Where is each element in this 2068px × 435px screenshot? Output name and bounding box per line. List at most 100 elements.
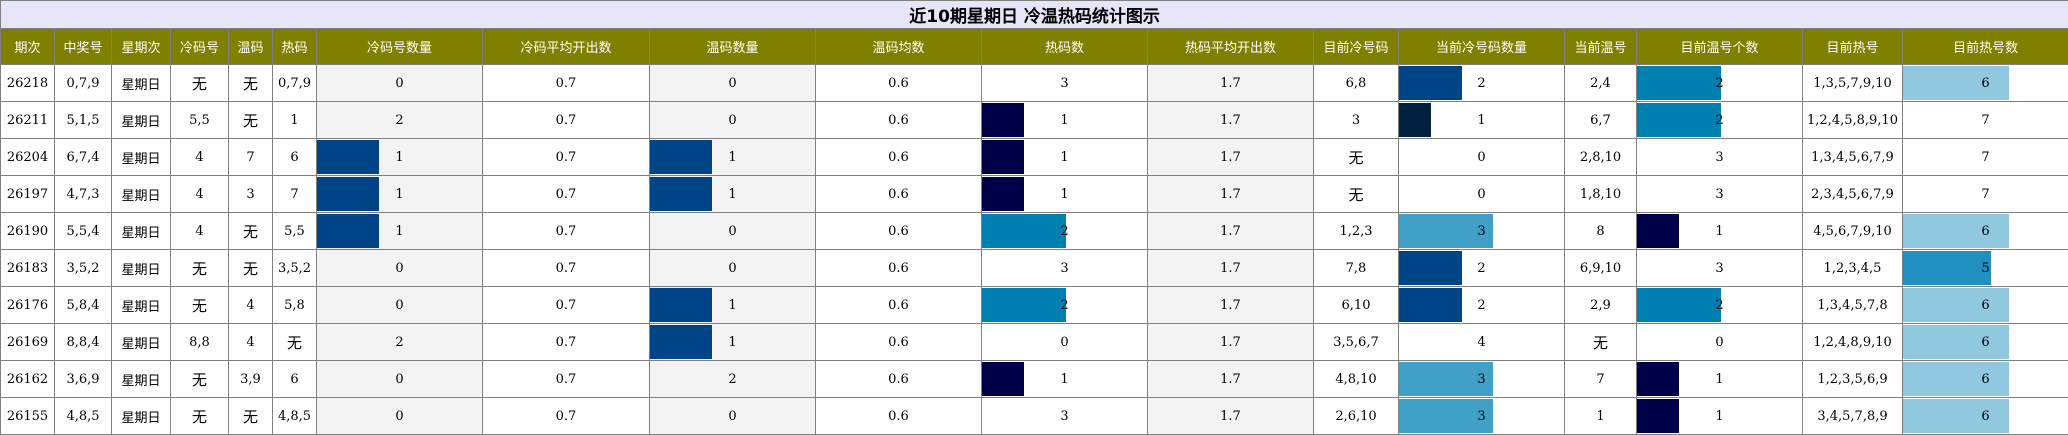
cell-hot-count: 2 [982, 287, 1148, 324]
cell-value: 0,7,9 [66, 76, 99, 91]
cell-winning: 0,7,9 [55, 65, 112, 102]
data-bar [1903, 214, 2009, 248]
cell-hot-nums: 0,7,9 [273, 65, 317, 102]
cell-warm-avg: 0.6 [816, 287, 982, 324]
cell-hot-nums: 5,5 [273, 213, 317, 250]
cell-value: 1.7 [1220, 372, 1241, 387]
cell-warm-nums: 4 [229, 324, 273, 361]
cell-value: 无 [243, 408, 258, 426]
cell-value: 4,8,10 [1335, 372, 1376, 387]
cell-warm-count: 1 [650, 324, 816, 361]
cell-value: 0.7 [556, 224, 577, 239]
cell-value: 1.7 [1220, 113, 1241, 128]
cell-value: 4,8,5 [66, 409, 99, 424]
cell-cold-count: 2 [317, 324, 483, 361]
cell-warm-count: 0 [650, 250, 816, 287]
cell-hot-avg: 1.7 [1148, 102, 1314, 139]
cell-cur-hot-count: 6 [1903, 287, 2068, 324]
cell-winning: 3,5,2 [55, 250, 112, 287]
cell-warm-count: 0 [650, 65, 816, 102]
cell-value: 1 [290, 113, 298, 128]
data-bar [1399, 103, 1431, 137]
cell-cur-cold-count: 2 [1399, 250, 1565, 287]
cell-value: 0,7,9 [278, 76, 311, 91]
cell-value: 0 [728, 76, 736, 91]
cell-warm-avg: 0.6 [816, 361, 982, 398]
cell-cold-nums: 无 [171, 287, 229, 324]
cell-value: 0 [395, 261, 403, 276]
cell-value: 1.7 [1220, 150, 1241, 165]
cell-warm-count: 0 [650, 213, 816, 250]
cell-period: 26155 [1, 398, 55, 435]
cell-value: 7 [1981, 187, 1989, 202]
cell-hot-avg: 1.7 [1148, 213, 1314, 250]
cell-value: 6,10 [1342, 298, 1371, 313]
cell-weekday: 星期日 [112, 287, 171, 324]
cell-value: 无 [192, 75, 207, 93]
cell-value: 5,8,4 [66, 298, 99, 313]
cell-value: 星期日 [121, 411, 160, 426]
cell-value: 无 [1348, 149, 1363, 167]
cell-value: 2,9 [1590, 298, 1611, 313]
cell-value: 2 [1477, 76, 1485, 91]
cell-cur-hot: 1,2,4,5,8,9,10 [1803, 102, 1903, 139]
cell-value: 3 [1060, 76, 1068, 91]
cell-value: 6,7,4 [66, 150, 99, 165]
cell-value: 1.7 [1220, 335, 1241, 350]
cell-cur-cold: 6,8 [1314, 65, 1399, 102]
cell-value: 1 [1715, 409, 1723, 424]
cell-value: 2,8,10 [1580, 150, 1621, 165]
cell-cold-avg: 0.7 [483, 213, 650, 250]
cell-value: 1 [395, 187, 403, 202]
header-warm-nums: 温码 [229, 29, 273, 65]
cell-winning: 8,8,4 [55, 324, 112, 361]
cell-cur-warm-count: 1 [1637, 213, 1803, 250]
cell-value: 8,8,4 [66, 335, 99, 350]
cell-cur-hot: 3,4,5,7,8,9 [1803, 398, 1903, 435]
cell-cold-avg: 0.7 [483, 65, 650, 102]
cell-cur-warm-count: 3 [1637, 176, 1803, 213]
cell-cur-warm-count: 1 [1637, 361, 1803, 398]
cell-cur-cold-count: 3 [1399, 398, 1565, 435]
cell-weekday: 星期日 [112, 324, 171, 361]
cell-value: 0 [728, 113, 736, 128]
cell-hot-avg: 1.7 [1148, 398, 1314, 435]
cell-cur-hot-count: 6 [1903, 398, 2068, 435]
header-cur-cold: 目前冷号码 [1314, 29, 1399, 65]
cell-cold-nums: 无 [171, 250, 229, 287]
cell-value: 1 [1596, 409, 1604, 424]
cell-value: 6,9,10 [1580, 261, 1621, 276]
cell-period: 26204 [1, 139, 55, 176]
cell-hot-count: 1 [982, 176, 1148, 213]
cell-value: 7,8 [1346, 261, 1367, 276]
cell-value: 6 [1981, 335, 1989, 350]
cell-hot-nums: 6 [273, 139, 317, 176]
cell-cur-cold: 无 [1314, 176, 1399, 213]
cell-hot-avg: 1.7 [1148, 176, 1314, 213]
cell-value: 0.6 [888, 372, 909, 387]
cell-value: 4,5,6,7,9,10 [1813, 224, 1892, 239]
cell-value: 1,2,3,5,6,9 [1817, 372, 1887, 387]
cell-value: 1 [728, 150, 736, 165]
cell-weekday: 星期日 [112, 139, 171, 176]
cell-cold-count: 0 [317, 250, 483, 287]
cell-value: 0.6 [888, 298, 909, 313]
cell-cur-hot: 4,5,6,7,9,10 [1803, 213, 1903, 250]
cell-value: 1 [1060, 150, 1068, 165]
data-bar [982, 214, 1066, 248]
cell-value: 0.7 [556, 335, 577, 350]
cell-value: 无 [243, 260, 258, 278]
cell-value: 1 [395, 150, 403, 165]
data-bar [982, 288, 1066, 322]
cell-period: 26190 [1, 213, 55, 250]
cell-cur-cold: 3 [1314, 102, 1399, 139]
cell-cur-hot-count: 6 [1903, 213, 2068, 250]
cell-value: 5 [1981, 261, 1989, 276]
cell-warm-avg: 0.6 [816, 398, 982, 435]
cell-value: 0 [395, 298, 403, 313]
cell-warm-avg: 0.6 [816, 213, 982, 250]
cell-cur-cold-count: 0 [1399, 176, 1565, 213]
cell-value: 0 [728, 224, 736, 239]
cell-warm-avg: 0.6 [816, 65, 982, 102]
